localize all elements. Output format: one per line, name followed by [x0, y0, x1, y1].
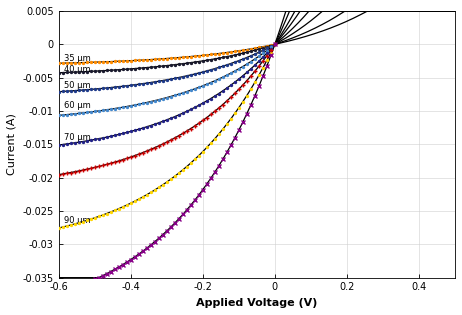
Text: 35 μm: 35 μm	[64, 54, 91, 63]
Y-axis label: Current (A): Current (A)	[7, 113, 17, 175]
X-axis label: Applied Voltage (V): Applied Voltage (V)	[196, 298, 317, 308]
Text: 70 μm: 70 μm	[64, 133, 91, 142]
Text: 40 μm: 40 μm	[64, 65, 91, 74]
Text: 60 μm: 60 μm	[64, 101, 91, 110]
Text: 50 μm: 50 μm	[64, 81, 91, 90]
Text: 90 μm: 90 μm	[64, 216, 91, 226]
